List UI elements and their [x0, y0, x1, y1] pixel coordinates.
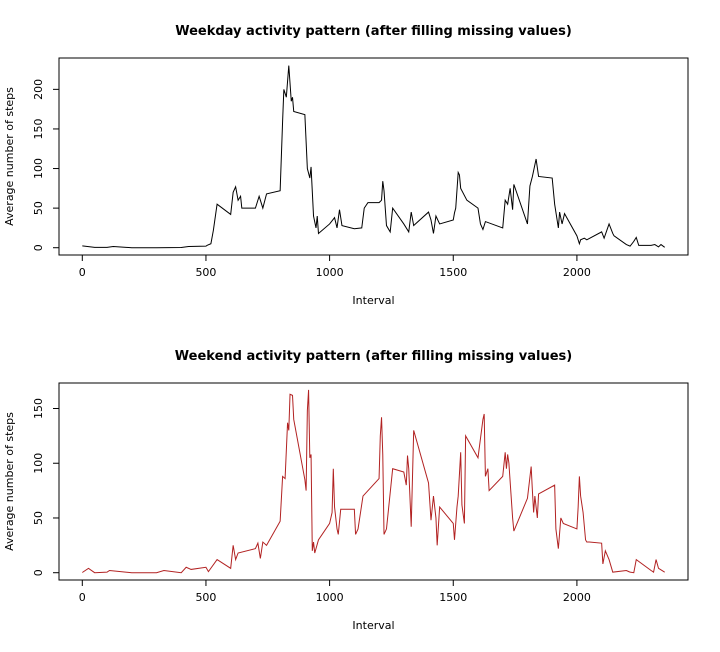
- x-axis-label: Interval: [352, 619, 394, 632]
- data-line: [82, 389, 665, 574]
- x-tick-label: 0: [79, 266, 86, 279]
- x-tick-label: 500: [195, 591, 216, 604]
- x-tick-label: 0: [79, 591, 86, 604]
- y-tick-label: 150: [32, 398, 45, 419]
- x-tick-label: 2000: [563, 266, 591, 279]
- x-tick-label: 1500: [439, 266, 467, 279]
- plot-frame: [58, 57, 689, 256]
- y-tick-label: 50: [32, 201, 45, 215]
- plot-frame: [58, 382, 689, 581]
- y-axis-label: Average number of steps: [3, 87, 16, 226]
- x-tick-label: 1000: [316, 591, 344, 604]
- y-tick-label: 150: [32, 118, 45, 139]
- x-tick-label: 2000: [563, 591, 591, 604]
- x-tick-label: 500: [195, 266, 216, 279]
- y-axis-label: Average number of steps: [3, 412, 16, 551]
- x-tick-label: 1000: [316, 266, 344, 279]
- y-tick-label: 100: [32, 453, 45, 474]
- data-line: [82, 65, 665, 249]
- y-tick-label: 50: [32, 511, 45, 525]
- y-tick-label: 0: [32, 569, 45, 576]
- chart-title: Weekday activity pattern (after filling …: [175, 24, 572, 39]
- chart-title: Weekend activity pattern (after filling …: [175, 349, 572, 364]
- y-tick-label: 100: [32, 158, 45, 179]
- x-axis-label: Interval: [352, 294, 394, 307]
- x-tick-label: 1500: [439, 591, 467, 604]
- y-tick-label: 200: [32, 79, 45, 100]
- y-tick-label: 0: [32, 244, 45, 251]
